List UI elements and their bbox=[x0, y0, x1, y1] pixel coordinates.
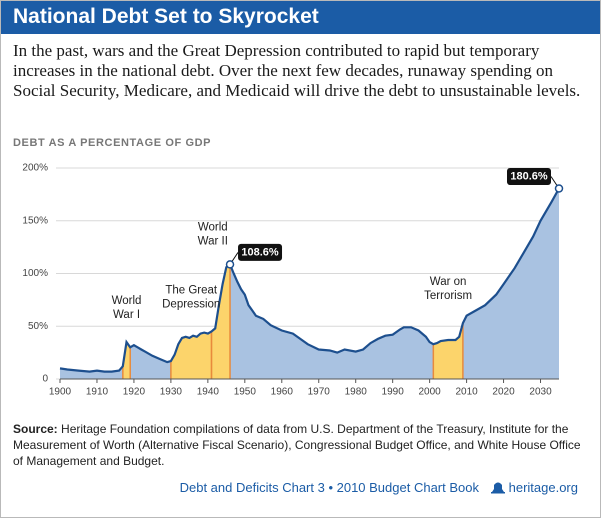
y-tick-label: 200% bbox=[22, 163, 48, 174]
period-highlight bbox=[433, 188, 463, 379]
footer-site: heritage.org bbox=[508, 480, 578, 495]
callout-point bbox=[554, 184, 564, 193]
y-tick-label: 150% bbox=[22, 215, 48, 226]
line bbox=[59, 187, 560, 373]
period-label: World bbox=[198, 221, 228, 233]
period-label: Depression bbox=[162, 299, 220, 311]
x-tick-label: 1980 bbox=[345, 387, 368, 398]
title-bar: National Debt Set to Skyrocket bbox=[1, 1, 600, 34]
period-label: The Great bbox=[165, 285, 218, 297]
x-tick-label: 2020 bbox=[492, 387, 515, 398]
x-tick-label: 1960 bbox=[271, 387, 294, 398]
callout-label: 180.6% bbox=[510, 170, 548, 182]
footer: Debt and Deficits Chart 3 • 2010 Budget … bbox=[180, 480, 578, 495]
period-label: World bbox=[112, 295, 142, 307]
x-tick-label: 2010 bbox=[455, 387, 478, 398]
period-label: War II bbox=[198, 235, 228, 247]
x-tick-label: 1930 bbox=[160, 387, 183, 398]
y-tick-label: 0 bbox=[42, 374, 48, 385]
chart: 0 50% 100% 150% 200% 1900 1910 1920 1930 1940 1950… bbox=[22, 163, 564, 398]
x-tick-label: 1920 bbox=[123, 387, 146, 398]
x-tick-label: 2000 bbox=[419, 387, 442, 398]
source-label: Source: bbox=[13, 422, 58, 436]
y-tick-label: 100% bbox=[22, 268, 48, 279]
callout-box bbox=[238, 243, 283, 261]
callout-point bbox=[225, 260, 235, 269]
source-text: Heritage Foundation compilations of data… bbox=[13, 422, 581, 468]
period-label: War I bbox=[113, 309, 140, 321]
x-tick-label: 1990 bbox=[382, 387, 405, 398]
subtitle: In the past, wars and the Great Depressi… bbox=[13, 41, 581, 100]
callout-box bbox=[507, 167, 551, 185]
x-tick-label: 1910 bbox=[86, 387, 109, 398]
x-tick-label: 1940 bbox=[197, 387, 220, 398]
x-tick-label: 1970 bbox=[308, 387, 331, 398]
period-highlight bbox=[211, 188, 231, 379]
callout-label: 108.6% bbox=[241, 246, 279, 258]
x-tick-label: 2030 bbox=[529, 387, 552, 398]
period-label: War on bbox=[430, 276, 467, 288]
title: National Debt Set to Skyrocket bbox=[13, 5, 319, 28]
y-tick-label: 50% bbox=[28, 321, 48, 332]
y-axis-label: DEBT AS A PERCENTAGE OF GDP bbox=[13, 137, 212, 149]
area bbox=[60, 188, 559, 379]
x-tick-label: 1950 bbox=[234, 387, 257, 398]
period-label: Terrorism bbox=[424, 290, 472, 302]
source: Source: Heritage Foundation compilations… bbox=[13, 421, 593, 469]
x-tick-label: 1900 bbox=[49, 387, 72, 398]
footer-text: Debt and Deficits Chart 3 • 2010 Budget … bbox=[179, 480, 479, 495]
bell-icon bbox=[490, 482, 505, 494]
